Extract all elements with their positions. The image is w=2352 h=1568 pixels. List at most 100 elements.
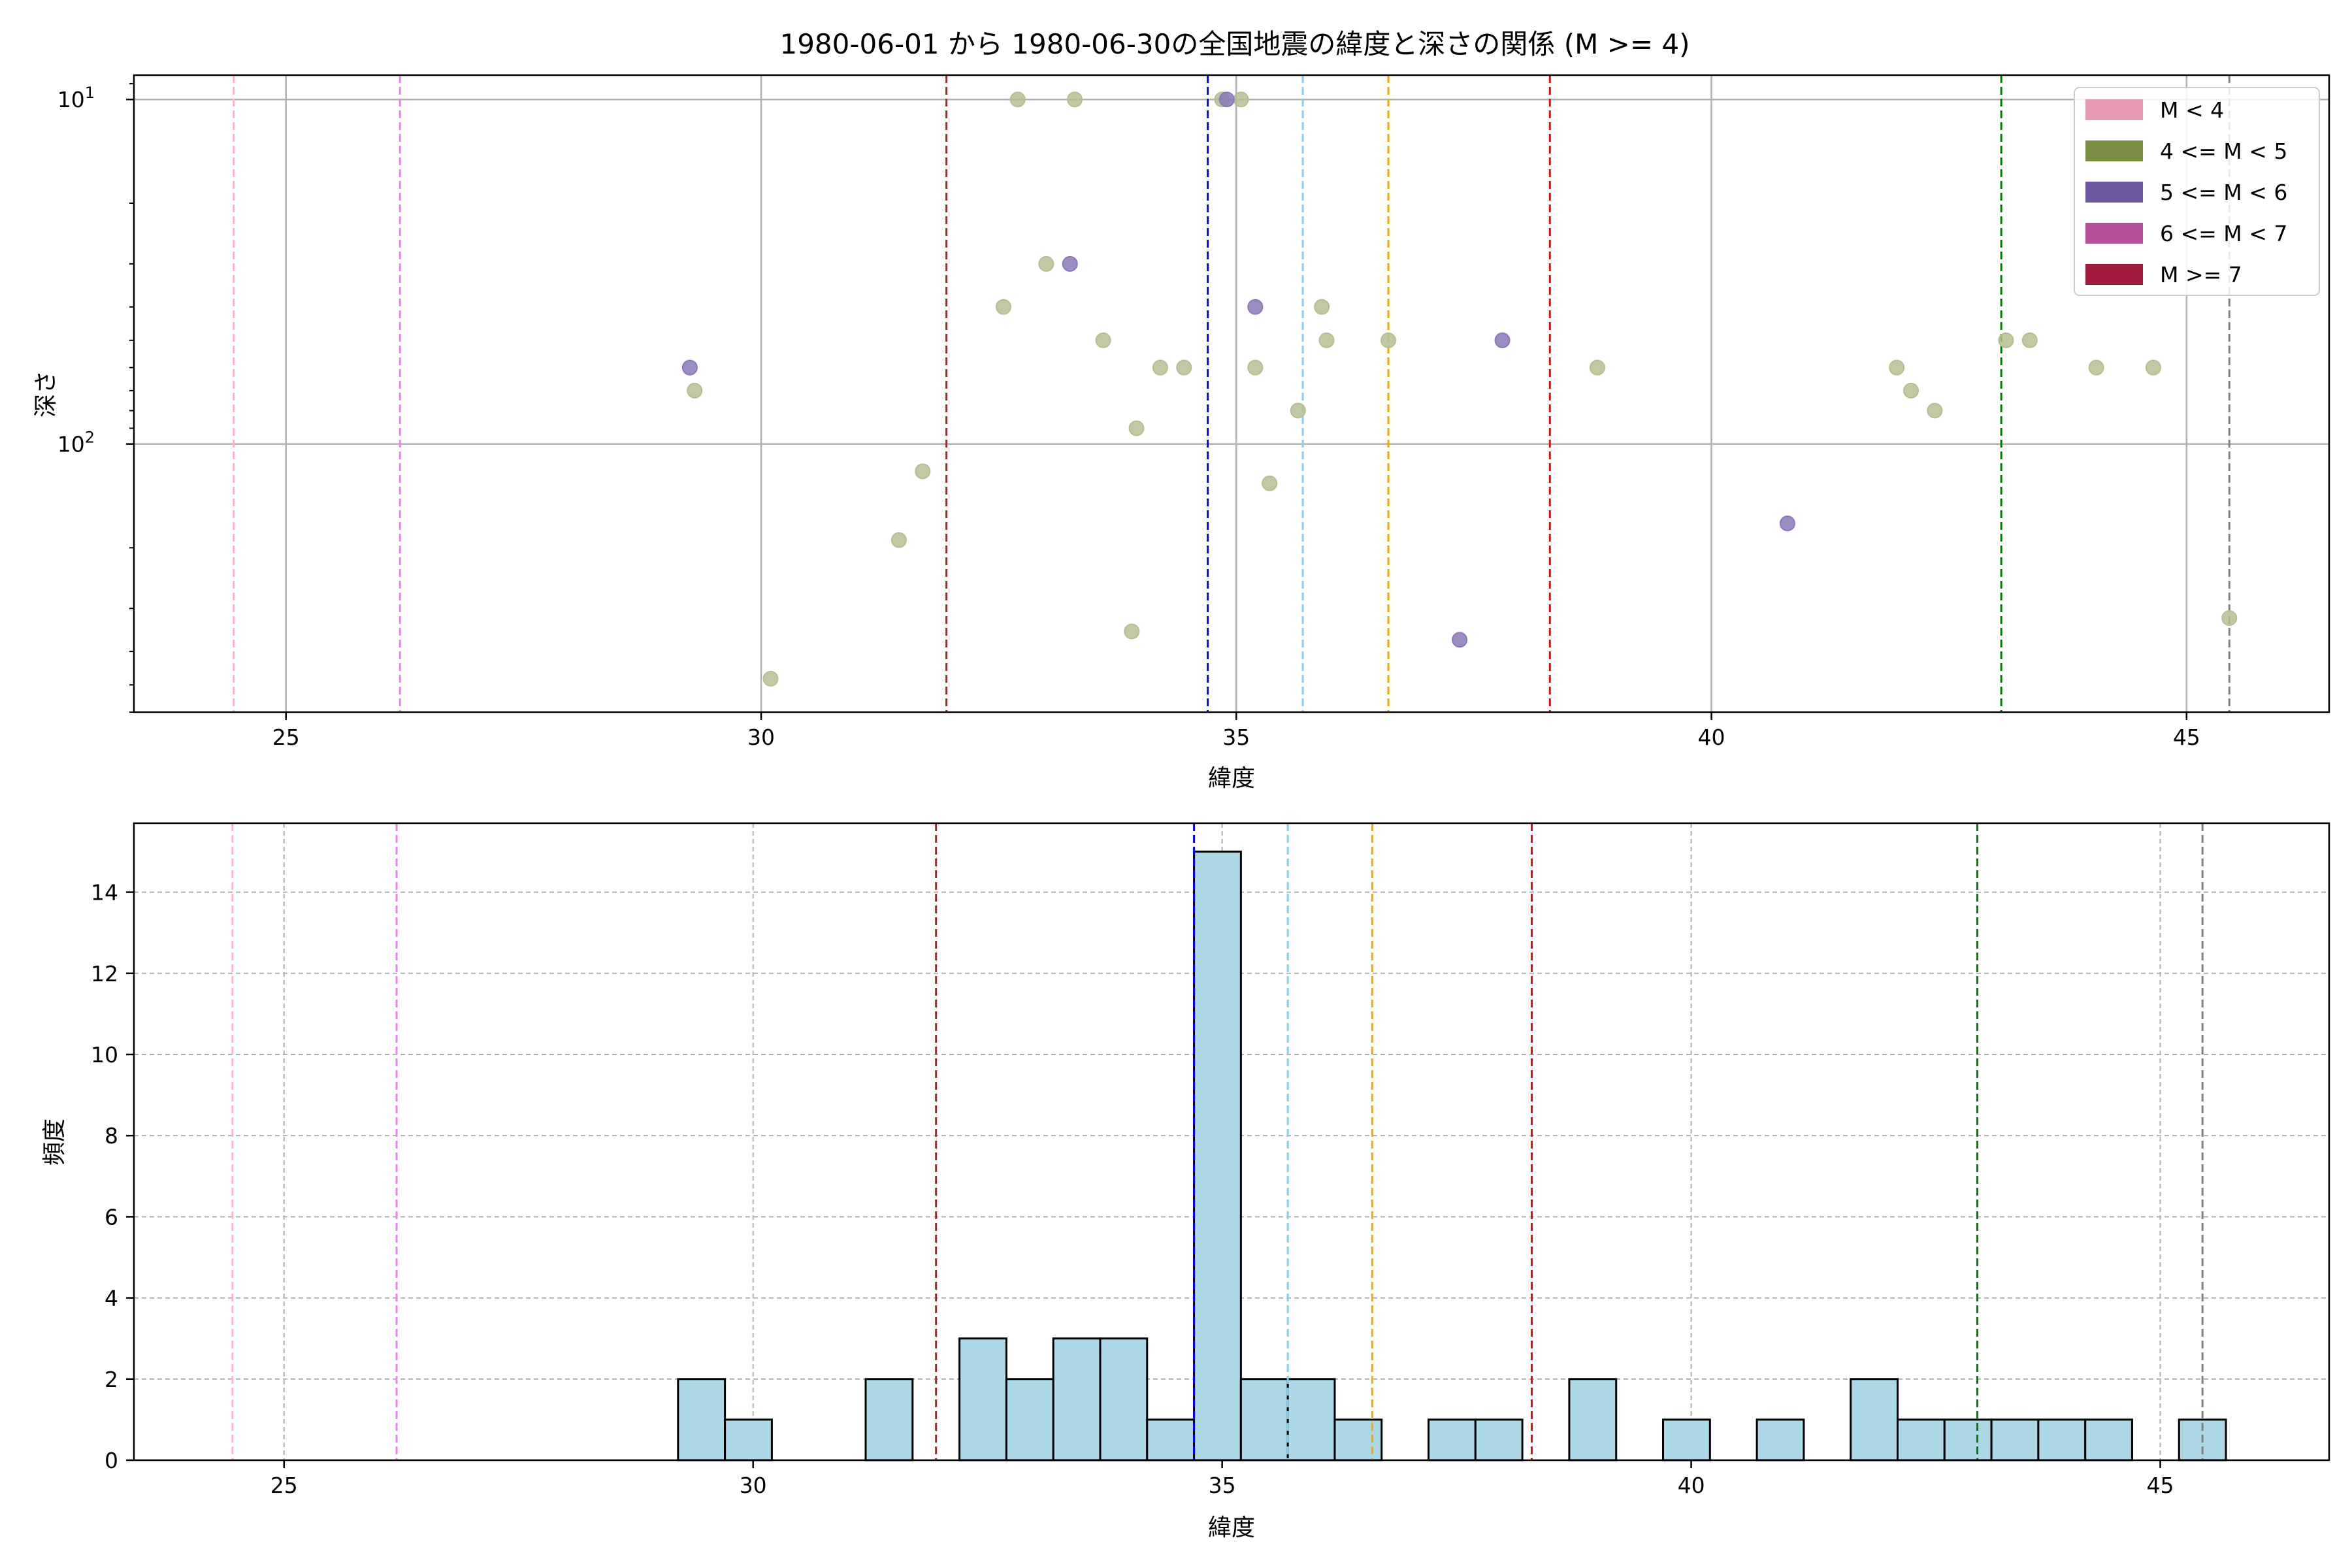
histogram-x-tick-label: 35 [1209, 1473, 1236, 1498]
scatter-reference-lines [233, 75, 2230, 712]
scatter-point [2021, 332, 2038, 348]
scatter-grid [134, 75, 2329, 712]
histogram-bar [1333, 1418, 1383, 1462]
scatter-point [1233, 91, 1249, 108]
histogram-bar [1756, 1418, 1805, 1462]
histogram-bar [1146, 1418, 1196, 1462]
scatter-point [1380, 332, 1396, 348]
histogram-y-ticks: 0 2 4 6 8 10 12 14 [91, 880, 134, 1473]
histogram-x-ticks: 25 30 35 40 45 [270, 1460, 2174, 1498]
legend-label: M >= 7 [2160, 262, 2242, 287]
scatter-point [1998, 332, 2014, 348]
scatter-y-ticks: 101 102 [57, 83, 134, 713]
scatter-point [890, 532, 907, 548]
scatter-point [1062, 255, 1078, 272]
histogram-bar [1428, 1418, 1477, 1462]
legend-swatch [2085, 223, 2143, 244]
histogram-bar [1474, 1418, 1524, 1462]
scatter-point [1314, 299, 1330, 315]
scatter-point [1067, 91, 1083, 108]
scatter-point [995, 299, 1011, 315]
histogram-bar [1568, 1378, 1618, 1462]
histogram-y-tick-label: 8 [105, 1123, 118, 1149]
histogram-bar [864, 1378, 914, 1462]
scatter-point [1247, 299, 1264, 315]
scatter-point [1290, 402, 1306, 419]
histogram-y-tick-label: 6 [105, 1204, 118, 1230]
scatter-point [762, 670, 779, 687]
legend-swatch [2085, 99, 2143, 120]
scatter-point [1152, 359, 1168, 376]
scatter-x-tick-label: 25 [272, 725, 300, 750]
histogram-y-tick-label: 0 [105, 1448, 118, 1473]
scatter-point [1095, 332, 1111, 348]
histogram-bar [2084, 1418, 2133, 1462]
histogram-plot-frame [133, 822, 2330, 1462]
histogram-bar [1662, 1418, 1711, 1462]
histogram-panel: 25 30 35 40 45 0 2 4 6 8 10 12 14 緯度 頻度 [41, 822, 2330, 1541]
histogram-bar [1896, 1418, 1946, 1462]
legend-swatch [2085, 264, 2143, 285]
legend-label: 5 <= M < 6 [2160, 180, 2287, 205]
histogram-bar [1990, 1418, 2040, 1462]
scatter-point [1318, 332, 1335, 348]
scatter-points [681, 91, 2238, 687]
legend-entries: M < 4 4 <= M < 5 5 <= M < 6 6 <= M < 7 M >= … [2085, 97, 2287, 287]
scatter-point [2221, 610, 2238, 627]
histogram-bar [1193, 850, 1242, 1462]
histogram-bar [1850, 1378, 1899, 1462]
scatter-x-tick-label: 45 [2173, 725, 2200, 750]
histogram-bar [1099, 1337, 1149, 1462]
histogram-y-tick-label: 4 [105, 1286, 118, 1311]
scatter-point [1452, 632, 1468, 648]
scatter-point [1927, 402, 1943, 419]
scatter-x-tick-label: 40 [1698, 725, 1725, 750]
histogram-y-tick-label: 12 [91, 961, 118, 987]
scatter-point [681, 359, 698, 376]
scatter-point [915, 463, 931, 480]
scatter-y-axis-label: 深さ [33, 370, 59, 417]
scatter-point [2145, 359, 2161, 376]
legend: M < 4 4 <= M < 5 5 <= M < 6 6 <= M < 7 M >= … [2074, 87, 2320, 296]
histogram-bar [1286, 1378, 1336, 1462]
histogram-bar [2037, 1418, 2087, 1462]
histogram-x-axis-label: 緯度 [1208, 1514, 1255, 1541]
histogram-x-tick-label: 40 [1678, 1473, 1705, 1498]
histogram-bar [677, 1378, 727, 1462]
histogram-bar [1239, 1378, 1289, 1462]
histogram-x-tick-label: 45 [2147, 1473, 2174, 1498]
scatter-point [1124, 623, 1140, 640]
scatter-y-tick-label: 102 [57, 429, 95, 457]
legend-label: 4 <= M < 5 [2160, 139, 2287, 164]
histogram-bar [1005, 1378, 1054, 1462]
scatter-y-tick-label: 101 [57, 84, 95, 112]
scatter-point [1903, 382, 1919, 399]
histogram-bar [958, 1337, 1007, 1462]
scatter-point [2088, 359, 2104, 376]
histogram-y-tick-label: 10 [91, 1042, 118, 1068]
histogram-y-tick-label: 14 [91, 880, 118, 906]
scatter-point [1218, 91, 1235, 108]
legend-swatch [2085, 140, 2143, 161]
scatter-point [1176, 359, 1192, 376]
scatter-point [1590, 359, 1605, 376]
scatter-x-tick-label: 35 [1222, 725, 1250, 750]
histogram-x-tick-label: 30 [740, 1473, 767, 1498]
scatter-point [1247, 359, 1264, 376]
scatter-point [1262, 475, 1278, 491]
histogram-bars [677, 850, 2227, 1462]
scatter-x-ticks: 25 30 35 40 45 [272, 712, 2200, 750]
scatter-point [1779, 515, 1795, 532]
scatter-x-tick-label: 30 [747, 725, 775, 750]
scatter-panel: 25 30 35 40 45 101 102 緯度 深さ M < 4 4 <= M < 5 5… [33, 74, 2330, 792]
histogram-x-tick-label: 25 [270, 1473, 298, 1498]
scatter-point [1494, 332, 1511, 348]
scatter-point [1889, 359, 1905, 376]
scatter-point [687, 382, 703, 399]
histogram-y-tick-label: 2 [105, 1367, 118, 1392]
scatter-plot-frame [133, 74, 2330, 713]
scatter-point [1038, 255, 1054, 272]
histogram-bar [1943, 1418, 1993, 1462]
scatter-point [1009, 91, 1026, 108]
